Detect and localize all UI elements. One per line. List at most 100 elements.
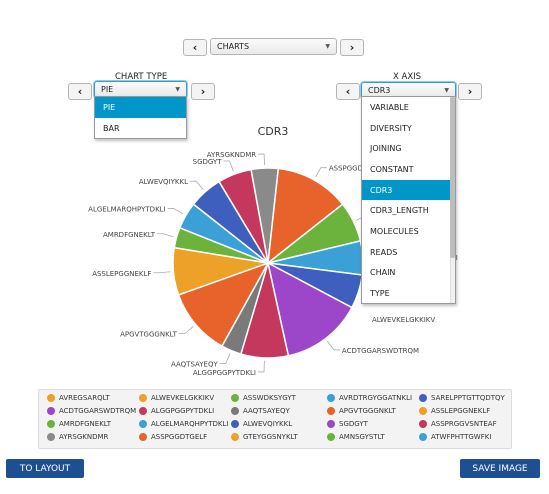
legend-swatch	[47, 407, 55, 415]
legend-item[interactable]: GTEYGGSNYKLT	[231, 433, 298, 441]
slice-leader-line	[315, 167, 327, 178]
chart-type-value: PIE	[101, 85, 114, 94]
legend-swatch	[419, 394, 427, 402]
legend-label: ALWEVKELGKKIKV	[151, 394, 215, 402]
slice-leader-line	[258, 360, 265, 373]
x-axis-option[interactable]: MOLECULES	[370, 226, 419, 236]
charts-select[interactable]: CHARTS ▼	[210, 38, 337, 55]
pie-slice[interactable]	[267, 167, 344, 265]
x-axis-option[interactable]: CDR3_LENGTH	[370, 206, 429, 216]
slice-leader-line	[258, 153, 265, 166]
legend-item[interactable]: SGDGYT	[327, 420, 368, 428]
slice-label: AYRSGKNDMR	[207, 151, 257, 159]
legend-label: ALWEVQIYKKL	[243, 420, 293, 428]
legend-swatch	[327, 433, 335, 441]
caret-down-icon: ▼	[325, 43, 330, 50]
legend-item[interactable]: AYRSGKNDMR	[47, 433, 108, 441]
slice-label: ASSLEPGGNEKLF	[92, 270, 151, 278]
x-axis-option[interactable]: VARIABLE	[370, 102, 409, 112]
chart-type-option[interactable]: PIE	[95, 97, 186, 118]
slice-label: ALWEVQIYKKL	[139, 178, 188, 186]
legend-swatch	[231, 407, 239, 415]
legend-item[interactable]: AAQTSAYEQY	[231, 407, 290, 415]
legend-item[interactable]: ALGGPGGPYTDKLI	[139, 407, 214, 415]
legend-swatch	[327, 394, 335, 402]
chart-type-next-button[interactable]: ›	[191, 83, 215, 100]
legend-swatch	[47, 420, 55, 428]
legend-item[interactable]: ACDTGGARSWDTRQM	[47, 407, 136, 415]
chevron-right-icon: ›	[467, 85, 473, 98]
scrollbar-thumb[interactable]	[450, 97, 455, 258]
charts-prev-button[interactable]: ‹	[183, 39, 207, 56]
legend-item[interactable]: ASSPRGGVSNTEAF	[419, 420, 497, 428]
chart-type-option[interactable]: BAR	[103, 123, 120, 133]
slice-label: ASSPGGDTGELF	[329, 165, 385, 173]
legend-label: AMNSGYSTLT	[339, 433, 385, 441]
legend-label: AVRDTRGYGGATNKLI	[339, 394, 413, 402]
legend-item[interactable]: AMNSGYSTLT	[327, 433, 385, 441]
slice-label: AMRDFGNEKLT	[103, 231, 156, 239]
x-axis-option[interactable]: DIVERSITY	[370, 123, 412, 133]
legend-label: ASSWDKSYGYT	[243, 394, 296, 402]
chart-type-prev-button[interactable]: ‹	[68, 83, 92, 100]
legend-swatch	[419, 420, 427, 428]
slice-leader-line	[223, 160, 234, 172]
chevron-left-icon: ‹	[77, 85, 83, 98]
caret-down-icon: ▼	[444, 87, 449, 94]
x-axis-option[interactable]: JOINING	[370, 144, 402, 154]
x-axis-option[interactable]: CONSTANT	[370, 164, 414, 174]
legend-item[interactable]: ALWEVKELGKKIKV	[139, 394, 214, 402]
legend-item[interactable]: ASSLEPGGNEKLF	[419, 407, 490, 415]
legend-label: ALGELMARQHPYTDKLI	[151, 420, 229, 428]
legend-item[interactable]: ALWEVQIYKKL	[231, 420, 292, 428]
legend-swatch	[231, 394, 239, 402]
pie-slice[interactable]	[218, 168, 269, 264]
legend-swatch	[139, 433, 147, 441]
slice-label: APGVTGGGNKLT	[120, 331, 178, 339]
x-axis-option[interactable]: CHAIN	[370, 268, 396, 278]
x-axis-prev-button[interactable]: ‹	[336, 83, 360, 100]
legend-label: ASSLEPGGNEKLF	[431, 407, 491, 415]
legend-swatch	[231, 433, 239, 441]
pie-slice[interactable]	[266, 261, 353, 357]
slice-leader-line	[189, 180, 204, 190]
legend-item[interactable]: ASSWDKSYGYT	[231, 394, 296, 402]
charts-next-button[interactable]: ›	[340, 39, 364, 56]
legend-item[interactable]: ATWFPHTTGWFKI	[419, 433, 491, 441]
legend-item[interactable]: AVREGSARQLT	[47, 394, 110, 402]
legend-swatch	[139, 407, 147, 415]
x-axis-option[interactable]: TYPE	[370, 289, 390, 299]
x-axis-next-button[interactable]: ›	[458, 83, 482, 100]
legend-item[interactable]: ASSPGGDTGELF	[139, 433, 207, 441]
legend-swatch	[419, 407, 427, 415]
to-layout-button[interactable]: TO LAYOUT	[6, 459, 84, 478]
x-axis-option[interactable]: READS	[370, 247, 398, 257]
legend-item[interactable]: AMRDFGNEKLT	[47, 420, 111, 428]
slice-label: ALGELMARQHPYTDKLI	[88, 205, 165, 213]
x-axis-option[interactable]: CDR3	[362, 179, 455, 201]
legend-label: AYRSGKNDMR	[59, 433, 109, 441]
legend-swatch	[139, 420, 147, 428]
legend-label: ATWFPHTTGWFKI	[431, 433, 492, 441]
dropdown-scrollbar[interactable]	[450, 97, 455, 303]
legend-swatch	[139, 394, 147, 402]
save-image-button[interactable]: SAVE IMAGE	[460, 459, 540, 478]
chevron-left-icon: ‹	[345, 85, 351, 98]
legend-item[interactable]: SARELPPTGTTQDTQY	[419, 394, 505, 402]
legend-item[interactable]: ALGELMARQHPYTDKLI	[139, 420, 228, 428]
legend-label: SARELPPTGTTQDTQY	[431, 394, 505, 402]
pie-slice[interactable]	[177, 261, 270, 348]
legend-swatch	[47, 394, 55, 402]
legend-swatch	[327, 407, 335, 415]
legend-label: AAQTSAYEQY	[243, 407, 290, 415]
charts-select-value: CHARTS	[217, 42, 250, 51]
legend-item[interactable]: APGVTGGGNKLT	[327, 407, 396, 415]
slice-leader-line	[153, 271, 171, 274]
legend-label: ASSPRGGVSNTEAF	[431, 420, 497, 428]
legend-label: AVREGSARQLT	[59, 394, 110, 402]
legend-item[interactable]: AVRDTRGYGGATNKLI	[327, 394, 412, 402]
chevron-right-icon: ›	[200, 85, 206, 98]
legend-label: ACDTGGARSWDTRQM	[59, 407, 137, 415]
legend-swatch	[419, 433, 427, 441]
legend-swatch	[327, 420, 335, 428]
